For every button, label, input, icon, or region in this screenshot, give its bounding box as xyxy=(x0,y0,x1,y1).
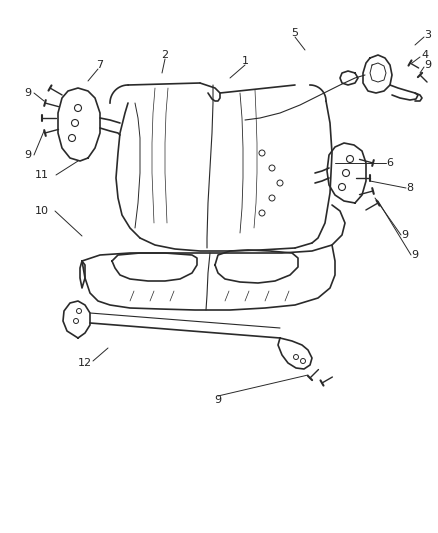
Text: 9: 9 xyxy=(215,395,222,405)
Text: 3: 3 xyxy=(424,30,431,40)
Text: 9: 9 xyxy=(25,88,32,98)
Text: 4: 4 xyxy=(421,50,428,60)
Text: 2: 2 xyxy=(162,50,169,60)
Text: 10: 10 xyxy=(35,206,49,216)
Text: 12: 12 xyxy=(78,358,92,368)
Text: 11: 11 xyxy=(35,170,49,180)
Text: 9: 9 xyxy=(402,230,409,240)
Text: 7: 7 xyxy=(96,60,103,70)
Text: 9: 9 xyxy=(25,150,32,160)
Text: 9: 9 xyxy=(424,60,431,70)
Text: 1: 1 xyxy=(241,56,248,66)
Text: 6: 6 xyxy=(386,158,393,168)
Text: 8: 8 xyxy=(406,183,413,193)
Text: 9: 9 xyxy=(411,250,419,260)
Text: 5: 5 xyxy=(292,28,299,38)
